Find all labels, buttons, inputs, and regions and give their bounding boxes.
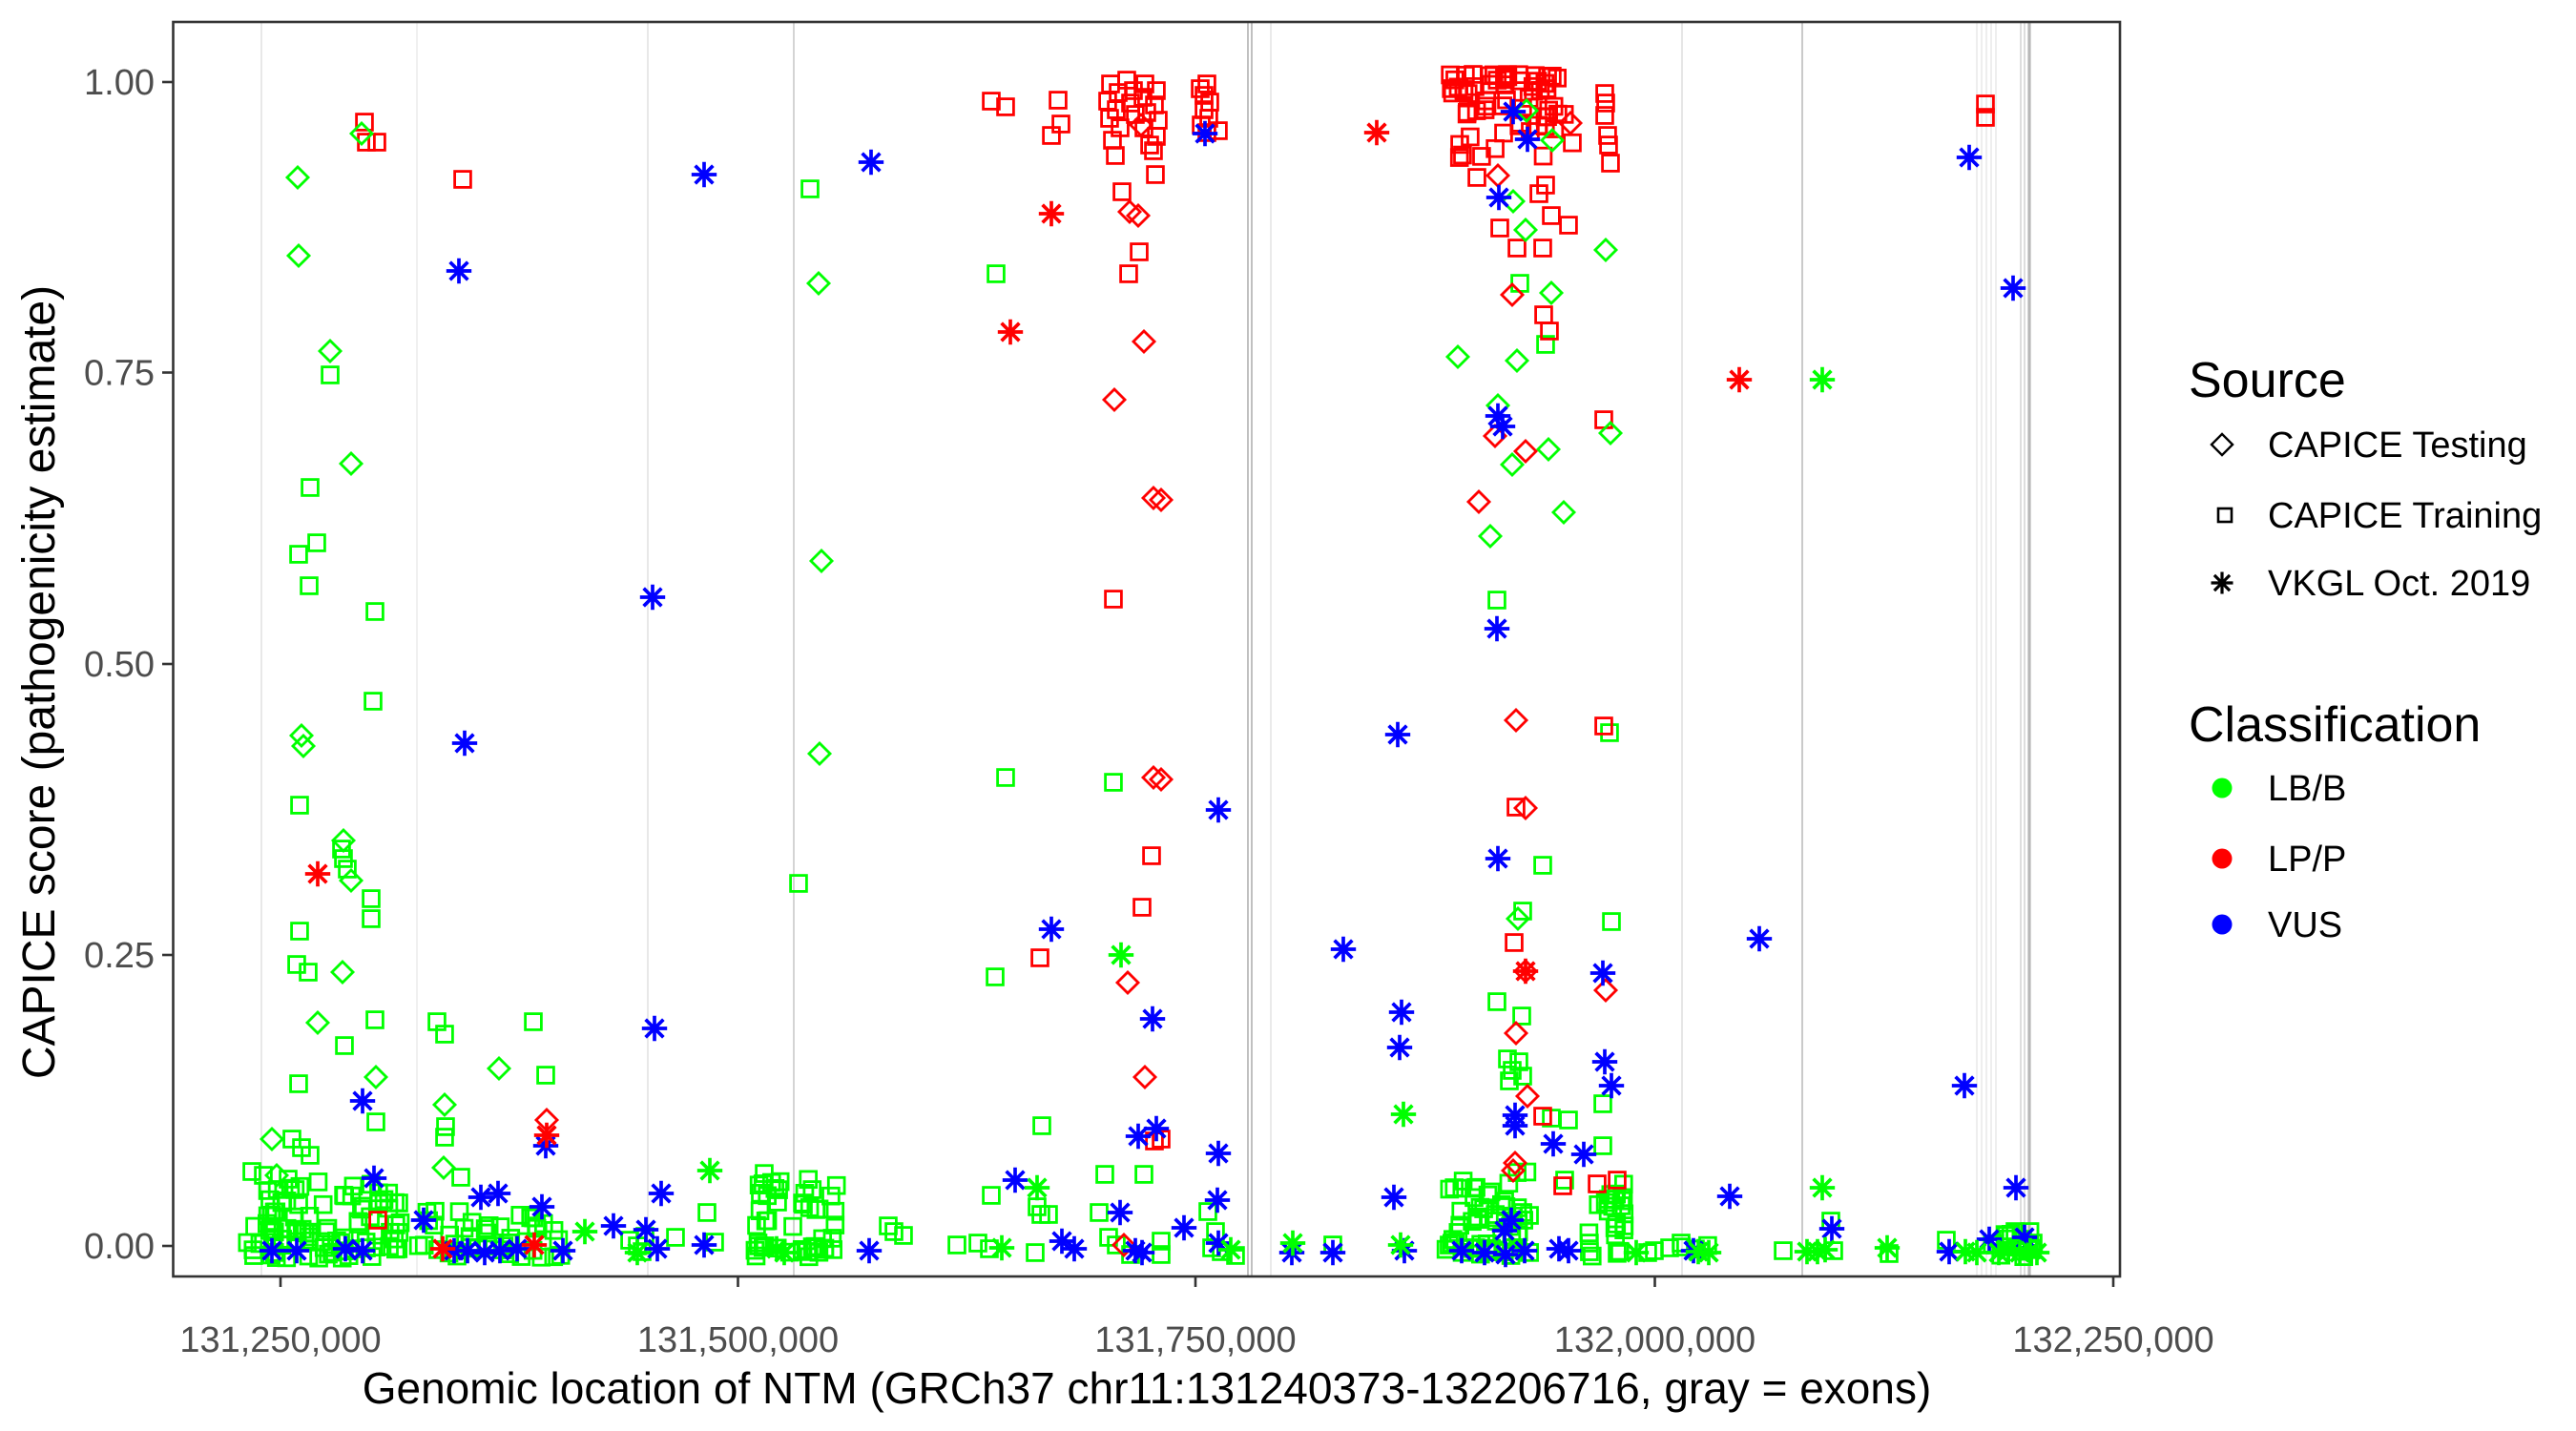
svg-text:CAPICE score (pathogenicity es: CAPICE score (pathogenicity estimate) <box>14 285 65 1079</box>
svg-text:LB/B: LB/B <box>2268 769 2346 809</box>
svg-text:0.50: 0.50 <box>84 645 155 685</box>
svg-text:132,000,000: 132,000,000 <box>1554 1320 1755 1360</box>
svg-text:Genomic location of NTM (GRCh3: Genomic location of NTM (GRCh37 chr11:13… <box>363 1363 1932 1413</box>
svg-text:CAPICE Testing: CAPICE Testing <box>2268 425 2527 466</box>
svg-text:0.75: 0.75 <box>84 354 155 394</box>
svg-text:132,250,000: 132,250,000 <box>2012 1320 2213 1360</box>
svg-text:LP/P: LP/P <box>2268 840 2346 880</box>
svg-text:131,250,000: 131,250,000 <box>179 1320 381 1360</box>
svg-text:Classification: Classification <box>2189 697 2481 753</box>
svg-text:VKGL Oct. 2019: VKGL Oct. 2019 <box>2268 564 2530 604</box>
svg-text:1.00: 1.00 <box>84 63 155 103</box>
svg-text:VUS: VUS <box>2268 905 2342 945</box>
svg-text:131,750,000: 131,750,000 <box>1094 1320 1296 1360</box>
svg-text:0.25: 0.25 <box>84 936 155 976</box>
svg-text:CAPICE Training: CAPICE Training <box>2268 496 2542 536</box>
svg-text:Source: Source <box>2189 353 2346 408</box>
svg-text:131,500,000: 131,500,000 <box>637 1320 839 1360</box>
svg-text:0.00: 0.00 <box>84 1227 155 1267</box>
